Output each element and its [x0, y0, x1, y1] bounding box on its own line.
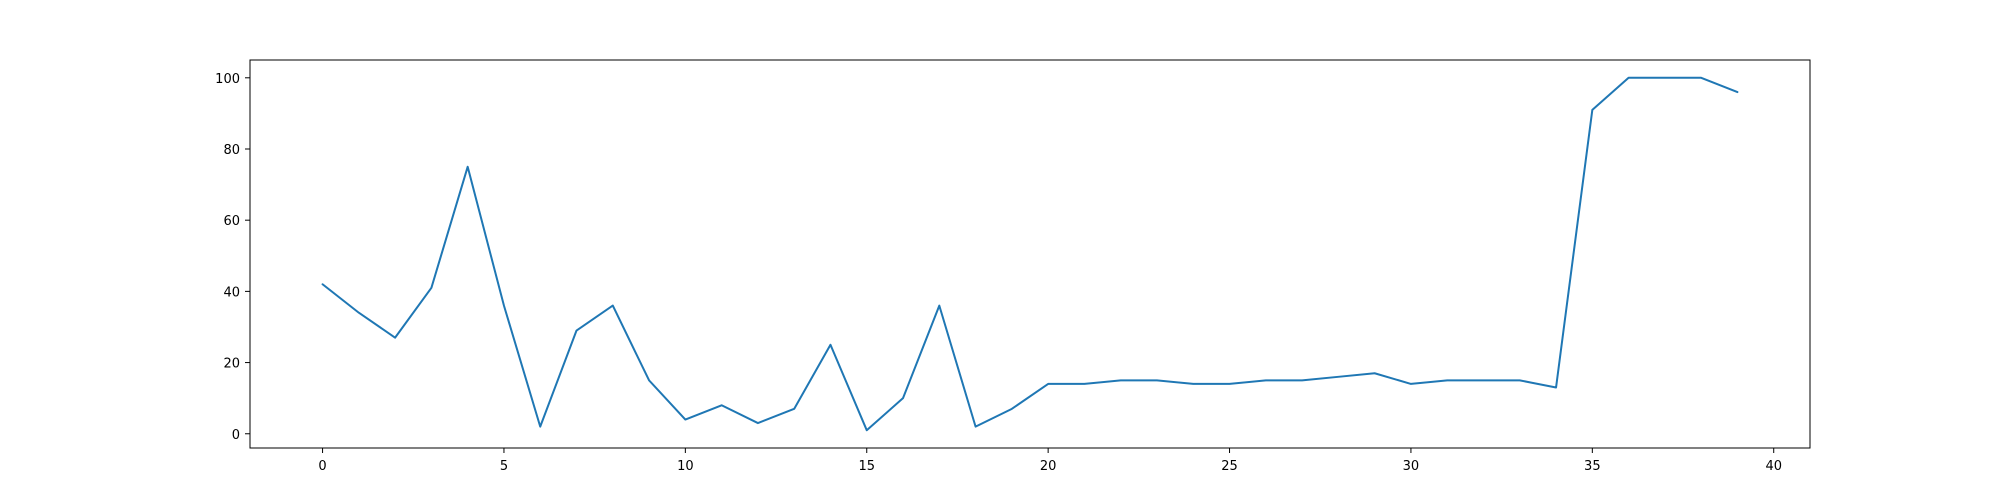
- x-tick-label: 35: [1584, 459, 1601, 474]
- x-tick-label: 25: [1221, 459, 1238, 474]
- y-tick-label: 20: [223, 357, 240, 372]
- x-tick-label: 10: [677, 459, 694, 474]
- y-tick-label: 100: [215, 72, 240, 87]
- x-tick-label: 0: [318, 459, 326, 474]
- x-tick-label: 30: [1403, 459, 1420, 474]
- y-tick-label: 0: [232, 428, 240, 443]
- x-tick-label: 40: [1765, 459, 1782, 474]
- x-tick-label: 20: [1040, 459, 1057, 474]
- y-tick-label: 80: [223, 143, 240, 158]
- y-tick-label: 40: [223, 285, 240, 300]
- axes-frame: [249, 59, 1811, 449]
- y-axis: 0 20 40 60 80 100: [215, 72, 250, 443]
- x-axis: 0 5 10 15 20 25 30 35 40: [318, 448, 1782, 474]
- x-tick-label: 15: [858, 459, 875, 474]
- x-tick-label: 5: [500, 459, 508, 474]
- series-line: [321, 76, 1739, 432]
- series-layer: [321, 76, 1739, 432]
- y-tick-label: 60: [223, 214, 240, 229]
